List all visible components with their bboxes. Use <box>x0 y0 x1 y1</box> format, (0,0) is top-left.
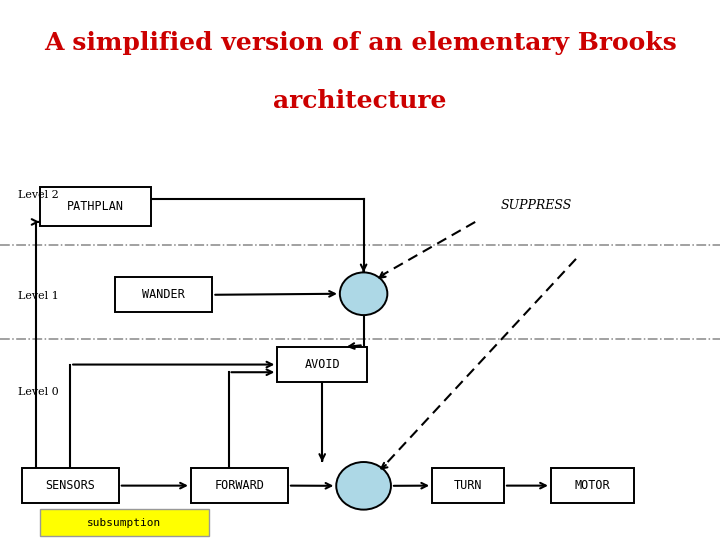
Text: FORWARD: FORWARD <box>215 479 264 492</box>
FancyBboxPatch shape <box>277 347 367 382</box>
Text: SUPPRESS: SUPPRESS <box>500 199 572 212</box>
Text: Level 1: Level 1 <box>18 291 59 301</box>
Text: PATHPLAN: PATHPLAN <box>67 200 124 213</box>
Ellipse shape <box>336 462 391 510</box>
Text: MOTOR: MOTOR <box>575 479 610 492</box>
Text: SENSORS: SENSORS <box>45 479 95 492</box>
FancyBboxPatch shape <box>40 187 151 226</box>
Ellipse shape <box>340 272 387 315</box>
FancyBboxPatch shape <box>551 468 634 503</box>
Text: A simplified version of an elementary Brooks: A simplified version of an elementary Br… <box>44 31 676 55</box>
FancyBboxPatch shape <box>40 509 209 536</box>
Text: architecture: architecture <box>274 89 446 113</box>
Text: Level 2: Level 2 <box>18 190 59 200</box>
Text: subsumption: subsumption <box>87 517 161 528</box>
FancyBboxPatch shape <box>22 468 119 503</box>
Text: WANDER: WANDER <box>143 288 185 301</box>
FancyBboxPatch shape <box>191 468 288 503</box>
Text: AVOID: AVOID <box>305 358 340 371</box>
Text: Level 0: Level 0 <box>18 387 59 397</box>
Text: TURN: TURN <box>454 479 482 492</box>
FancyBboxPatch shape <box>115 278 212 312</box>
FancyBboxPatch shape <box>432 468 504 503</box>
